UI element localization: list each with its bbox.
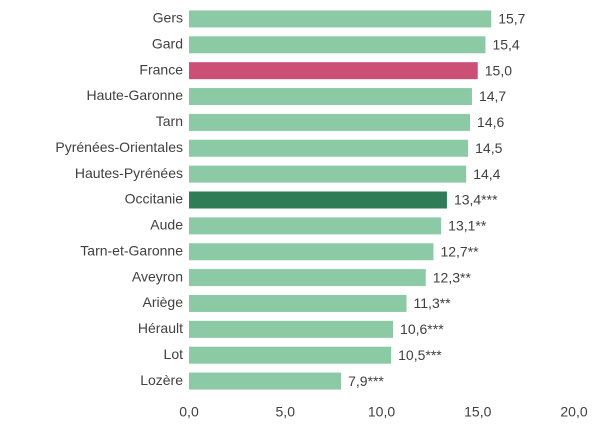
value-label: 13,4*** <box>454 192 498 208</box>
bar <box>189 88 472 106</box>
y-tick-label: Tarn-et-Garonne <box>80 242 183 258</box>
y-tick-label: Gers <box>153 10 183 26</box>
value-label: 10,5*** <box>398 347 442 363</box>
value-label: 12,3** <box>433 269 472 285</box>
y-tick-label: Pyrénées-Orientales <box>55 139 183 155</box>
y-tick-label: Aude <box>150 217 183 233</box>
y-tick-label: Hautes-Pyrénées <box>75 165 183 181</box>
bar <box>189 294 407 312</box>
value-label: 13,1** <box>448 218 487 234</box>
value-label: 14,5 <box>475 140 502 156</box>
value-label: 15,4 <box>492 37 519 53</box>
y-tick-label: France <box>139 61 183 77</box>
y-tick-label: Tarn <box>156 113 183 129</box>
value-label: 11,3** <box>414 295 452 311</box>
value-label: 7,9*** <box>348 373 384 389</box>
value-label: 10,6*** <box>400 321 444 337</box>
value-label: 14,6 <box>477 114 504 130</box>
y-tick-label: Hérault <box>138 320 183 336</box>
y-tick-label: Ariège <box>143 294 184 310</box>
x-tick-label: 0,0 <box>179 404 199 420</box>
bar <box>189 165 467 183</box>
bar <box>189 372 342 390</box>
bar <box>189 10 492 28</box>
bar <box>189 113 471 131</box>
y-tick-label: Haute-Garonne <box>86 87 183 103</box>
bar <box>189 62 478 80</box>
bar <box>189 346 392 364</box>
bar <box>189 139 469 157</box>
bar <box>189 243 434 261</box>
bar <box>189 191 447 209</box>
x-tick-label: 15,0 <box>464 404 491 420</box>
value-label: 14,7 <box>479 88 506 104</box>
y-tick-label: Occitanie <box>125 191 184 207</box>
bar <box>189 320 394 338</box>
bar <box>189 36 486 54</box>
y-tick-label: Lot <box>164 346 184 362</box>
x-tick-label: 5,0 <box>276 404 296 420</box>
value-label: 15,0 <box>485 62 512 78</box>
bar <box>189 217 442 235</box>
bar <box>189 269 426 287</box>
x-tick-label: 20,0 <box>560 404 587 420</box>
value-label: 14,4 <box>473 166 500 182</box>
y-tick-label: Lozère <box>140 372 183 388</box>
y-tick-label: Aveyron <box>132 268 183 284</box>
value-label: 15,7 <box>498 11 525 27</box>
value-label: 12,7** <box>440 243 479 259</box>
y-tick-label: Gard <box>152 36 183 52</box>
x-tick-label: 10,0 <box>368 404 395 420</box>
